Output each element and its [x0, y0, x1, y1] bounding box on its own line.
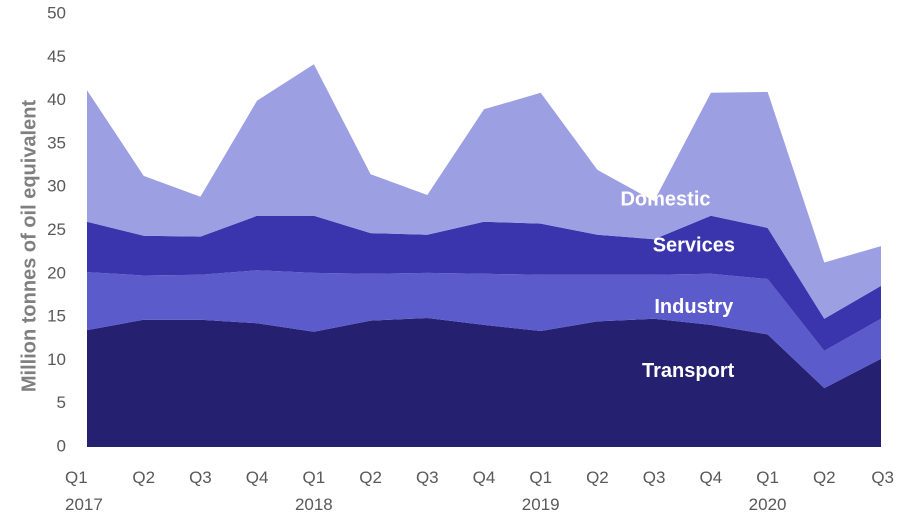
x-tick-label: Q4: [246, 468, 269, 487]
x-tick-label: Q2: [359, 468, 382, 487]
x-tick-label: Q1: [529, 468, 552, 487]
label-industry: Industry: [654, 296, 734, 318]
x-tick-label: Q1: [756, 468, 779, 487]
x-tick-label: Q2: [132, 468, 155, 487]
label-services: Services: [653, 234, 735, 256]
y-axis: 0 5 10 15 20 25 30 35 40 45 50: [47, 3, 66, 455]
y-tick-label: 50: [47, 3, 66, 22]
area-services: [87, 215, 881, 351]
series-labels: Domestic Services Industry Transport: [620, 188, 735, 381]
area-transport: [87, 318, 881, 447]
area-industry: [87, 270, 881, 389]
y-tick-label: 5: [57, 393, 66, 412]
y-tick-label: 45: [47, 47, 66, 66]
y-tick-label: 25: [47, 220, 66, 239]
x-tick-label: Q3: [189, 468, 212, 487]
x-tick-label: Q3: [643, 468, 666, 487]
x-tick-label: Q1: [65, 468, 88, 487]
y-tick-label: 30: [47, 177, 66, 196]
y-tick-label: 40: [47, 90, 66, 109]
y-tick-label: 0: [57, 436, 66, 455]
x-year-label: 2017: [65, 495, 103, 514]
x-axis: Q1 Q2 Q3 Q4 Q1 Q2 Q3 Q4 Q1 Q2 Q3 Q4 Q1 Q2 Q3 2017 2018 20…: [65, 468, 894, 514]
x-tick-label: Q2: [586, 468, 609, 487]
x-tick-label: Q3: [871, 468, 894, 487]
y-axis-label: Million tonnes of oil equivalent: [18, 100, 40, 393]
label-transport: Transport: [642, 360, 735, 382]
area-domestic: [87, 64, 881, 319]
x-tick-label: Q2: [813, 468, 836, 487]
y-tick-label: 10: [47, 350, 66, 369]
x-tick-label: Q4: [700, 468, 723, 487]
y-tick-label: 35: [47, 133, 66, 152]
chart-areas: [87, 64, 881, 447]
label-domestic: Domestic: [620, 188, 710, 210]
y-tick-label: 15: [47, 307, 66, 326]
y-tick-label: 20: [47, 263, 66, 282]
x-tick-label: Q1: [303, 468, 326, 487]
x-tick-label: Q3: [416, 468, 439, 487]
x-year-label: 2020: [749, 495, 787, 514]
x-tick-label: Q4: [473, 468, 496, 487]
x-year-label: 2018: [295, 495, 333, 514]
x-year-label: 2019: [522, 495, 560, 514]
